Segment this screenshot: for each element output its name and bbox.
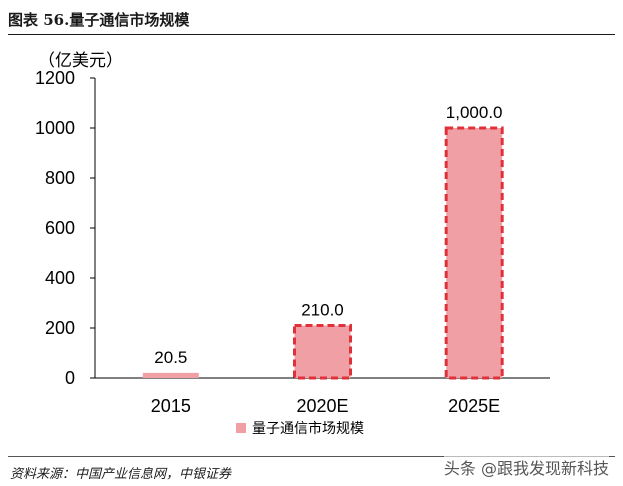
- legend-swatch: [236, 423, 246, 433]
- y-tick-label: 1200: [35, 68, 75, 88]
- figure-title: 图表 56.量子通信市场规模: [8, 11, 190, 29]
- unit-label: （亿美元）: [38, 51, 123, 71]
- y-tick-label: 800: [45, 168, 75, 188]
- x-tick-label: 2015: [151, 396, 191, 416]
- legend-label: 量子通信市场规模: [252, 421, 364, 437]
- bar: [142, 372, 199, 378]
- legend: 量子通信市场规模: [236, 417, 364, 439]
- footer-divider: [8, 456, 615, 457]
- watermark: 头条 @跟我发现新科技: [443, 455, 609, 479]
- data-label: 20.5: [154, 348, 187, 367]
- figure-header: 图表 56.量子通信市场规模: [8, 6, 615, 35]
- x-tick-label: 2020E: [296, 396, 348, 416]
- y-tick-label: 200: [45, 318, 75, 338]
- y-tick-label: 1000: [35, 118, 75, 138]
- y-tick-label: 0: [65, 368, 75, 388]
- bar: [444, 126, 504, 380]
- y-tick-label: 400: [45, 268, 75, 288]
- y-tick-label: 600: [45, 218, 75, 238]
- bar: [293, 324, 352, 380]
- source-note: 资料来源：中国产业信息网，中银证券: [10, 467, 232, 482]
- data-label: 1,000.0: [446, 103, 503, 122]
- data-label: 210.0: [301, 301, 344, 320]
- x-tick-label: 2025E: [448, 396, 500, 416]
